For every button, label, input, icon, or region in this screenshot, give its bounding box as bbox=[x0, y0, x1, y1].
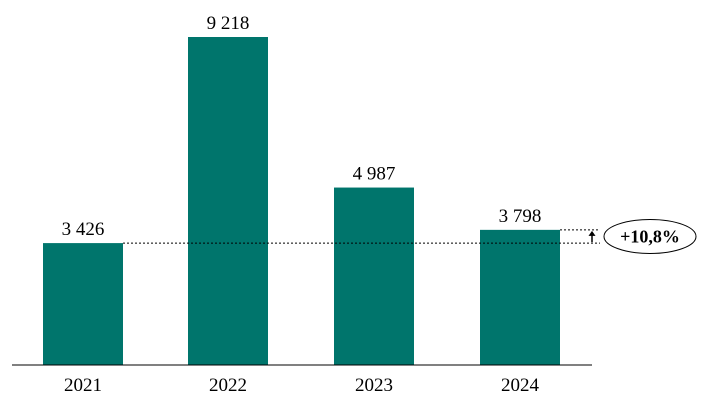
x-tick-label-2024: 2024 bbox=[501, 375, 540, 396]
x-tick-labels-layer: 2021 2022 2023 2024 bbox=[64, 375, 540, 396]
x-tick-label-2023: 2023 bbox=[355, 375, 393, 396]
bar-2023 bbox=[334, 187, 414, 365]
bar-2022 bbox=[188, 37, 268, 365]
value-label-2024: 3 798 bbox=[499, 206, 542, 227]
bar-2021 bbox=[43, 243, 123, 365]
x-tick-label-2021: 2021 bbox=[64, 375, 102, 396]
growth-annotation: +10,8% bbox=[123, 218, 697, 254]
growth-badge-text: +10,8% bbox=[620, 226, 680, 246]
growth-badge-ellipse bbox=[603, 218, 697, 254]
bar-2024 bbox=[480, 229, 560, 365]
value-label-2023: 4 987 bbox=[353, 164, 396, 185]
x-tick-label-2022: 2022 bbox=[209, 375, 247, 396]
bars-layer bbox=[43, 37, 560, 365]
value-label-2021: 3 426 bbox=[62, 219, 105, 240]
value-labels-layer: 3 426 9 218 4 987 3 798 bbox=[62, 13, 542, 240]
value-label-2022: 9 218 bbox=[207, 13, 250, 34]
arrow-up-icon bbox=[588, 230, 596, 236]
